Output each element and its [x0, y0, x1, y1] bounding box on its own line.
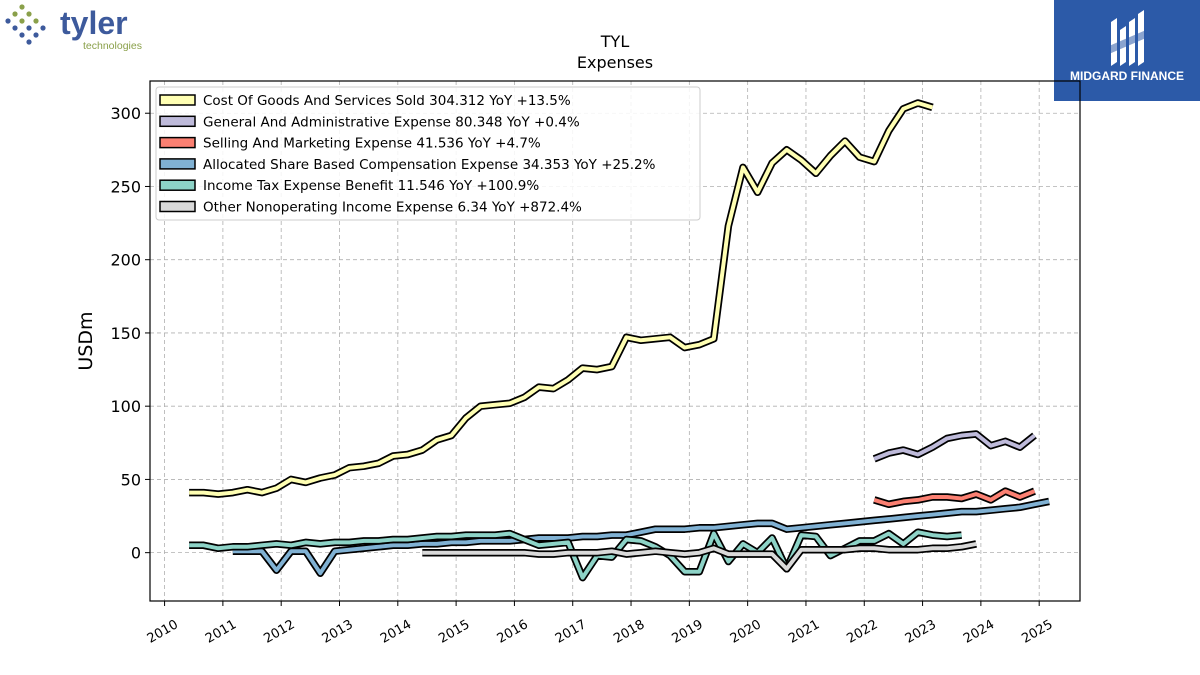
tyler-logo-dots-icon: tyler technologies — [5, 4, 142, 52]
x-tick-label: 2013 — [320, 617, 356, 647]
tyler-logo-wordmark: tyler — [60, 5, 128, 41]
legend-swatch — [159, 115, 196, 128]
x-tick-label: 2018 — [611, 617, 647, 647]
legend-swatch — [159, 200, 196, 213]
x-tick-label: 2015 — [436, 617, 472, 647]
plot-frame — [149, 80, 1081, 602]
x-tick-label: 2016 — [495, 617, 531, 647]
y-tick-label: 0 — [131, 544, 141, 563]
x-tick-label: 2017 — [553, 617, 589, 647]
series-line-0 — [189, 99, 934, 498]
legend-swatch — [159, 179, 196, 191]
y-axis-label: USDm — [75, 311, 97, 370]
y-tick-label: 250 — [110, 177, 141, 196]
series-stroke — [189, 530, 962, 580]
x-tick-label: 2010 — [145, 617, 181, 647]
legend-swatch — [159, 158, 196, 170]
x-tick-label: 2014 — [378, 617, 414, 647]
x-tick-label: 2019 — [670, 617, 706, 647]
y-axis-ticks: 0 50 100 150 200 250 300 — [110, 104, 150, 563]
x-tick-label: 2023 — [903, 617, 939, 647]
legend-entry: Allocated Share Based Compensation Expen… — [203, 157, 656, 173]
series-lines — [189, 99, 1050, 582]
x-axis-ticks: 2010 2011 2012 2013 2014 2015 2016 2017 2018 2019… — [145, 601, 1056, 647]
tyler-technologies-logo: tyler technologies — [4, 4, 154, 54]
series-line-4 — [189, 528, 962, 582]
series-line-3 — [232, 497, 1050, 577]
y-tick-label: 150 — [110, 324, 141, 343]
x-tick-label: 2024 — [961, 617, 997, 647]
legend-entry: Cost Of Goods And Services Sold 304.312 … — [203, 93, 571, 109]
chart-subtitle: Expenses — [577, 53, 653, 72]
x-tick-label: 2020 — [728, 617, 764, 647]
x-tick-label: 2011 — [203, 617, 239, 647]
legend-swatch — [159, 94, 196, 106]
legend-entry: Selling And Marketing Expense 41.536 YoY… — [203, 136, 541, 152]
legend-entry: Other Nonoperating Income Expense 6.34 Y… — [203, 200, 582, 216]
midgard-logo-text: MIDGARD FINANCE — [1070, 69, 1184, 83]
x-tick-label: 2012 — [261, 617, 297, 647]
series-stroke — [232, 499, 1050, 576]
legend-box — [155, 86, 701, 221]
legend-swatch — [159, 136, 196, 149]
x-tick-label: 2025 — [1019, 617, 1055, 647]
y-tick-label: 100 — [110, 397, 141, 416]
series-line-1 — [872, 430, 1037, 463]
midgard-emblem-icon: MIDGARD FINANCE — [1070, 10, 1184, 83]
series-stroke — [422, 541, 977, 571]
legend: Cost Of Goods And Services Sold 304.312 … — [155, 86, 701, 221]
tyler-logo-subtext: technologies — [83, 40, 142, 52]
chart-title: TYL — [600, 32, 630, 51]
midgard-finance-logo: MIDGARD FINANCE — [1054, 0, 1200, 101]
x-tick-label: 2021 — [786, 617, 822, 647]
series-stroke — [873, 489, 1036, 507]
y-tick-label: 200 — [110, 251, 141, 270]
legend-entry: General And Administrative Expense 80.34… — [203, 114, 580, 130]
series-line-5 — [422, 540, 977, 573]
y-tick-label: 50 — [121, 470, 141, 489]
series-stroke — [873, 432, 1036, 461]
series-stroke — [189, 101, 934, 497]
y-tick-label: 300 — [110, 104, 141, 123]
series-line-2 — [873, 487, 1036, 509]
x-tick-label: 2022 — [844, 617, 880, 647]
legend-entry: Income Tax Expense Benefit 11.546 YoY +1… — [203, 178, 539, 194]
